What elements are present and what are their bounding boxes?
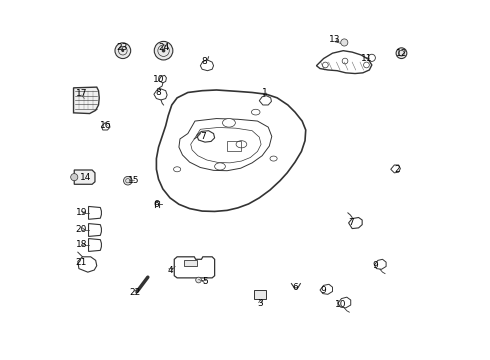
Ellipse shape: [222, 118, 235, 127]
Circle shape: [71, 174, 78, 181]
Text: 3: 3: [257, 299, 263, 308]
Ellipse shape: [215, 163, 225, 170]
Text: 12: 12: [396, 49, 407, 58]
Text: 24: 24: [158, 42, 169, 51]
Text: 11: 11: [361, 54, 372, 63]
Text: 7: 7: [200, 132, 206, 141]
Text: 8: 8: [156, 88, 161, 97]
Ellipse shape: [270, 156, 277, 161]
Circle shape: [154, 41, 173, 60]
Text: 1: 1: [262, 88, 268, 97]
Text: 18: 18: [75, 240, 87, 249]
Ellipse shape: [251, 109, 260, 115]
Polygon shape: [184, 260, 197, 266]
Text: 5: 5: [202, 277, 208, 286]
Circle shape: [122, 49, 124, 52]
Polygon shape: [74, 170, 95, 184]
Text: 16: 16: [100, 121, 111, 130]
Circle shape: [342, 58, 348, 64]
Text: 4: 4: [167, 266, 173, 275]
Ellipse shape: [236, 141, 247, 148]
Text: 13: 13: [329, 36, 341, 45]
Text: 8: 8: [201, 57, 207, 66]
Circle shape: [196, 277, 201, 283]
Text: 14: 14: [80, 173, 92, 182]
Circle shape: [341, 39, 348, 46]
Circle shape: [368, 54, 375, 62]
Text: 21: 21: [75, 258, 87, 267]
Ellipse shape: [173, 167, 181, 172]
Text: 15: 15: [128, 176, 139, 185]
Circle shape: [115, 43, 131, 59]
Text: 6: 6: [153, 200, 159, 209]
Text: 22: 22: [129, 288, 141, 297]
Text: 23: 23: [116, 42, 127, 51]
Text: 9: 9: [320, 285, 326, 294]
Text: 7: 7: [348, 218, 354, 227]
Text: 17: 17: [75, 89, 87, 98]
Text: 10: 10: [153, 75, 164, 84]
Circle shape: [123, 176, 132, 185]
Circle shape: [396, 48, 407, 59]
Circle shape: [162, 49, 165, 53]
FancyBboxPatch shape: [254, 290, 267, 299]
Text: 10: 10: [335, 300, 346, 309]
Text: 20: 20: [75, 225, 87, 234]
Circle shape: [364, 62, 369, 68]
Polygon shape: [74, 87, 99, 113]
Text: 9: 9: [372, 261, 378, 270]
Text: 2: 2: [394, 165, 400, 174]
Circle shape: [322, 62, 328, 68]
Text: 6: 6: [292, 283, 298, 292]
Text: 19: 19: [75, 208, 87, 217]
